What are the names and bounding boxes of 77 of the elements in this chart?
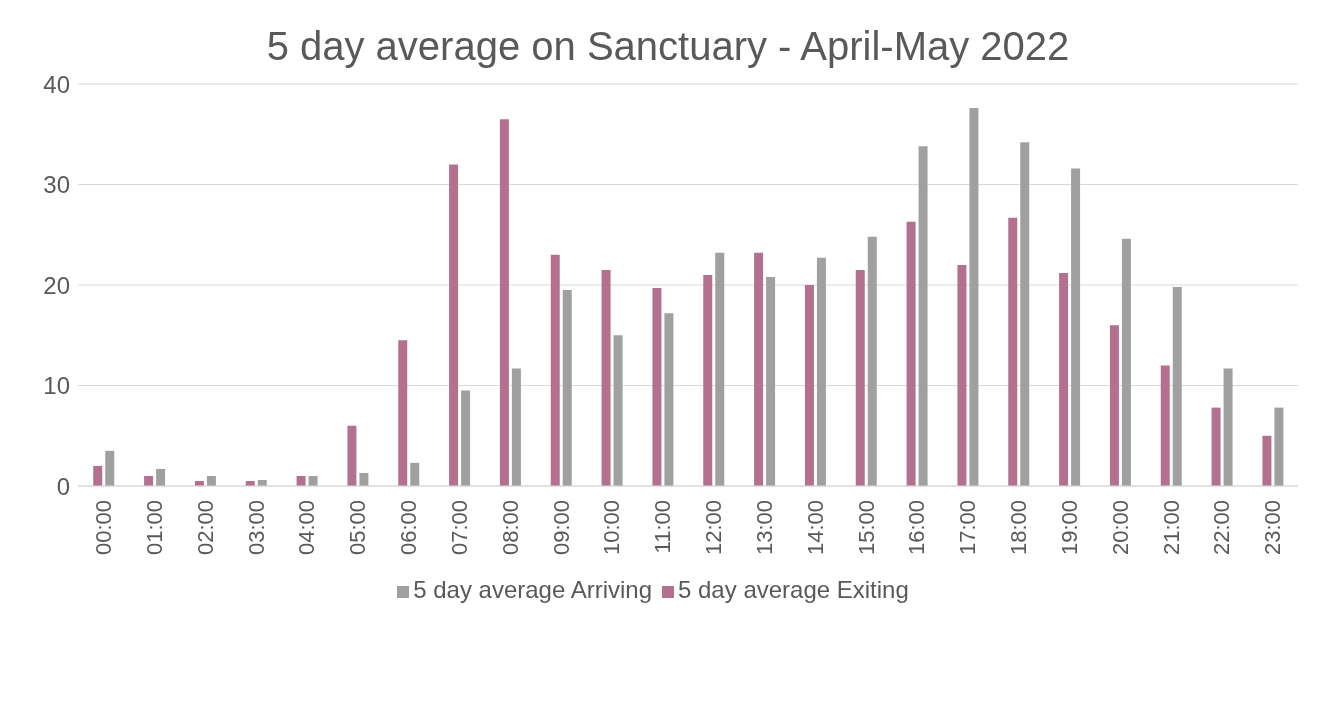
bar [1223,368,1233,486]
bar [296,475,306,486]
bar [550,254,560,486]
bar [804,285,814,486]
bar [652,288,662,486]
bar [613,335,623,486]
x-tick-label: 07:00 [446,500,472,556]
bar [1109,325,1119,486]
x-tick-label: 21:00 [1158,500,1184,556]
bar [969,108,979,486]
x-tick-label: 01:00 [141,500,167,556]
bar [754,252,764,486]
bar [867,236,877,486]
y-tick-label: 10 [43,372,70,400]
y-tick-label: 40 [43,70,70,98]
bar [347,425,357,486]
bar [1008,217,1018,486]
x-tick-label: 10:00 [599,500,625,556]
x-tick-label: 14:00 [802,500,828,556]
x-tick-label: 11:00 [650,500,676,554]
x-tick-label: 09:00 [548,500,574,556]
bar [105,450,115,486]
bar [1262,435,1272,486]
x-tick-label: 15:00 [853,500,879,556]
chart-title: 5 day average on Sanctuary - April-May 2022 [266,24,1070,68]
bar [715,252,725,486]
bar [918,146,928,486]
bar [511,368,521,486]
bar [410,462,420,486]
x-tick-label: 17:00 [955,500,981,556]
bar [308,475,318,486]
y-tick-label: 30 [43,171,70,199]
bar [562,290,572,486]
legend-label: 5 day average Exiting [678,576,909,603]
x-tick-label: 19:00 [1056,500,1082,556]
x-tick-label: 06:00 [396,500,422,556]
bar [816,257,826,486]
bar [1172,287,1182,486]
x-tick-label: 22:00 [1209,500,1235,556]
bar [359,472,369,486]
x-tick-label: 05:00 [345,500,371,556]
bar [1121,238,1131,486]
bar [449,164,459,486]
bar [601,269,611,486]
bar [703,274,713,486]
bar [1211,407,1221,486]
x-tick-label: 04:00 [294,500,320,556]
bar [957,264,967,486]
bar [499,119,509,486]
x-tick-label: 16:00 [904,500,930,556]
x-tick-label: 08:00 [497,500,523,556]
legend-label: 5 day average Arriving [413,576,652,603]
bar [156,468,166,486]
bar [906,221,916,486]
bar [1160,365,1170,486]
x-tick-label: 23:00 [1260,500,1286,556]
bar [1071,168,1081,486]
bar [461,390,471,486]
bar [1020,142,1030,486]
y-tick-label: 0 [56,472,70,500]
bar [93,465,103,486]
x-tick-label: 03:00 [243,500,269,556]
bar [1059,272,1069,486]
bar [206,475,216,486]
x-tick-label: 13:00 [751,500,777,556]
bar [766,276,776,486]
bar [398,340,408,486]
x-tick-label: 12:00 [701,500,727,556]
x-tick-label: 18:00 [1006,500,1032,556]
bar [855,269,865,486]
bar [664,313,674,486]
x-tick-label: 00:00 [91,500,117,556]
x-tick-label: 20:00 [1107,500,1133,556]
bar [144,475,154,486]
bar [1274,407,1284,486]
x-tick-label: 02:00 [192,500,218,556]
y-tick-label: 20 [43,271,70,299]
